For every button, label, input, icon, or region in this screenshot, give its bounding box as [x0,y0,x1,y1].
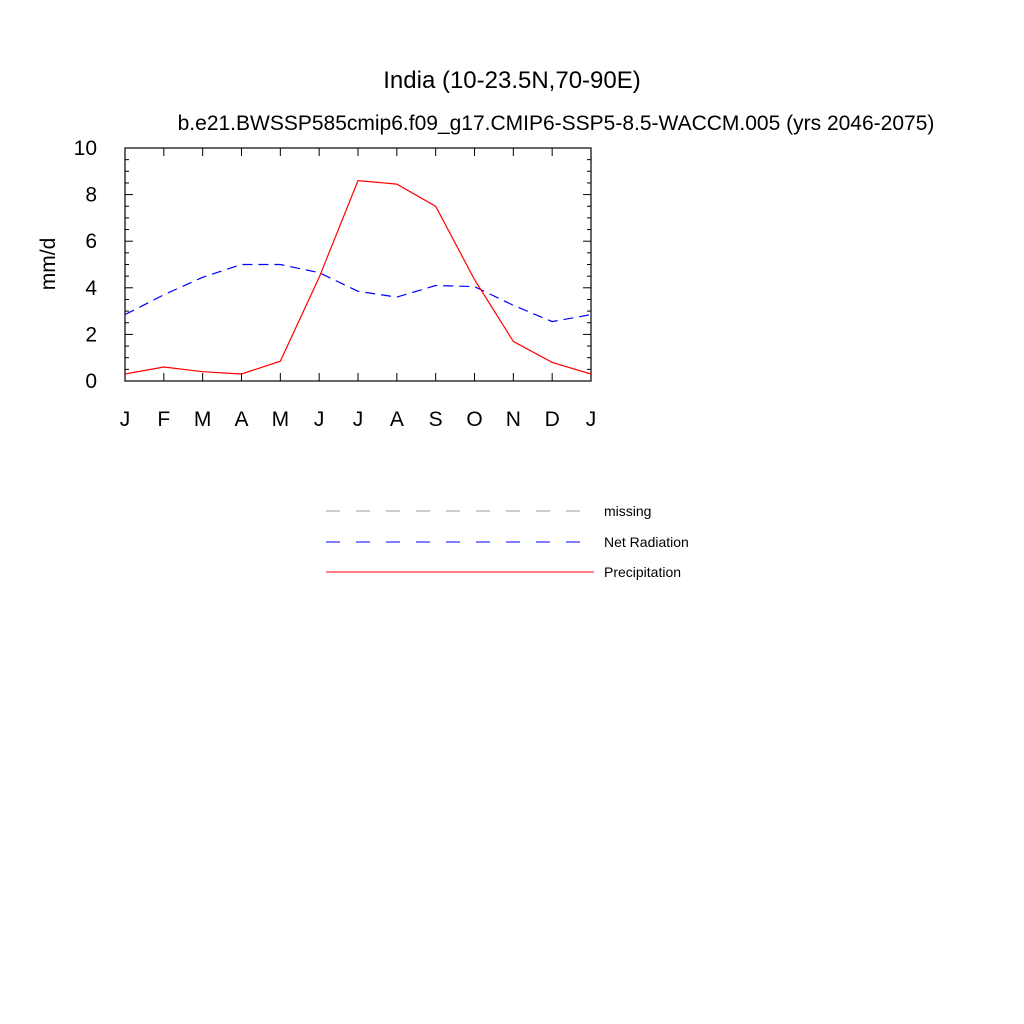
x-tick-label: J [314,408,325,431]
chart-title: India (10-23.5N,70-90E) [383,67,640,94]
x-tick-label: A [234,408,248,431]
x-tick-label: J [586,408,597,431]
y-tick-label: 8 [85,184,97,207]
x-tick-label: M [272,408,290,431]
y-tick-label: 4 [85,277,97,300]
x-tick-label: M [194,408,212,431]
x-tick-label: D [545,408,560,431]
x-tick-label: N [506,408,521,431]
legend-label: Precipitation [604,564,681,580]
y-tick-label: 10 [74,137,97,160]
y-tick-label: 0 [85,370,97,393]
legend-label: Net Radiation [604,534,689,550]
series-line-precipitation [124,179,592,375]
y-axis-label: mm/d [37,238,60,291]
x-tick-label: F [157,408,170,431]
y-tick-label: 2 [85,323,97,346]
x-tick-label: J [120,408,131,431]
series-line-net-radiation [124,263,592,323]
x-tick-label: O [466,408,482,431]
chart-subtitle: b.e21.BWSSP585cmip6.f09_g17.CMIP6-SSP5-8… [178,112,935,135]
legend: missing Net Radiation Precipitation [326,503,689,580]
x-tick-label: A [390,408,404,431]
y-tick-label: 6 [85,230,97,253]
legend-label: missing [604,503,651,519]
x-tick-label: S [429,408,443,431]
x-tick-label: J [353,408,364,431]
